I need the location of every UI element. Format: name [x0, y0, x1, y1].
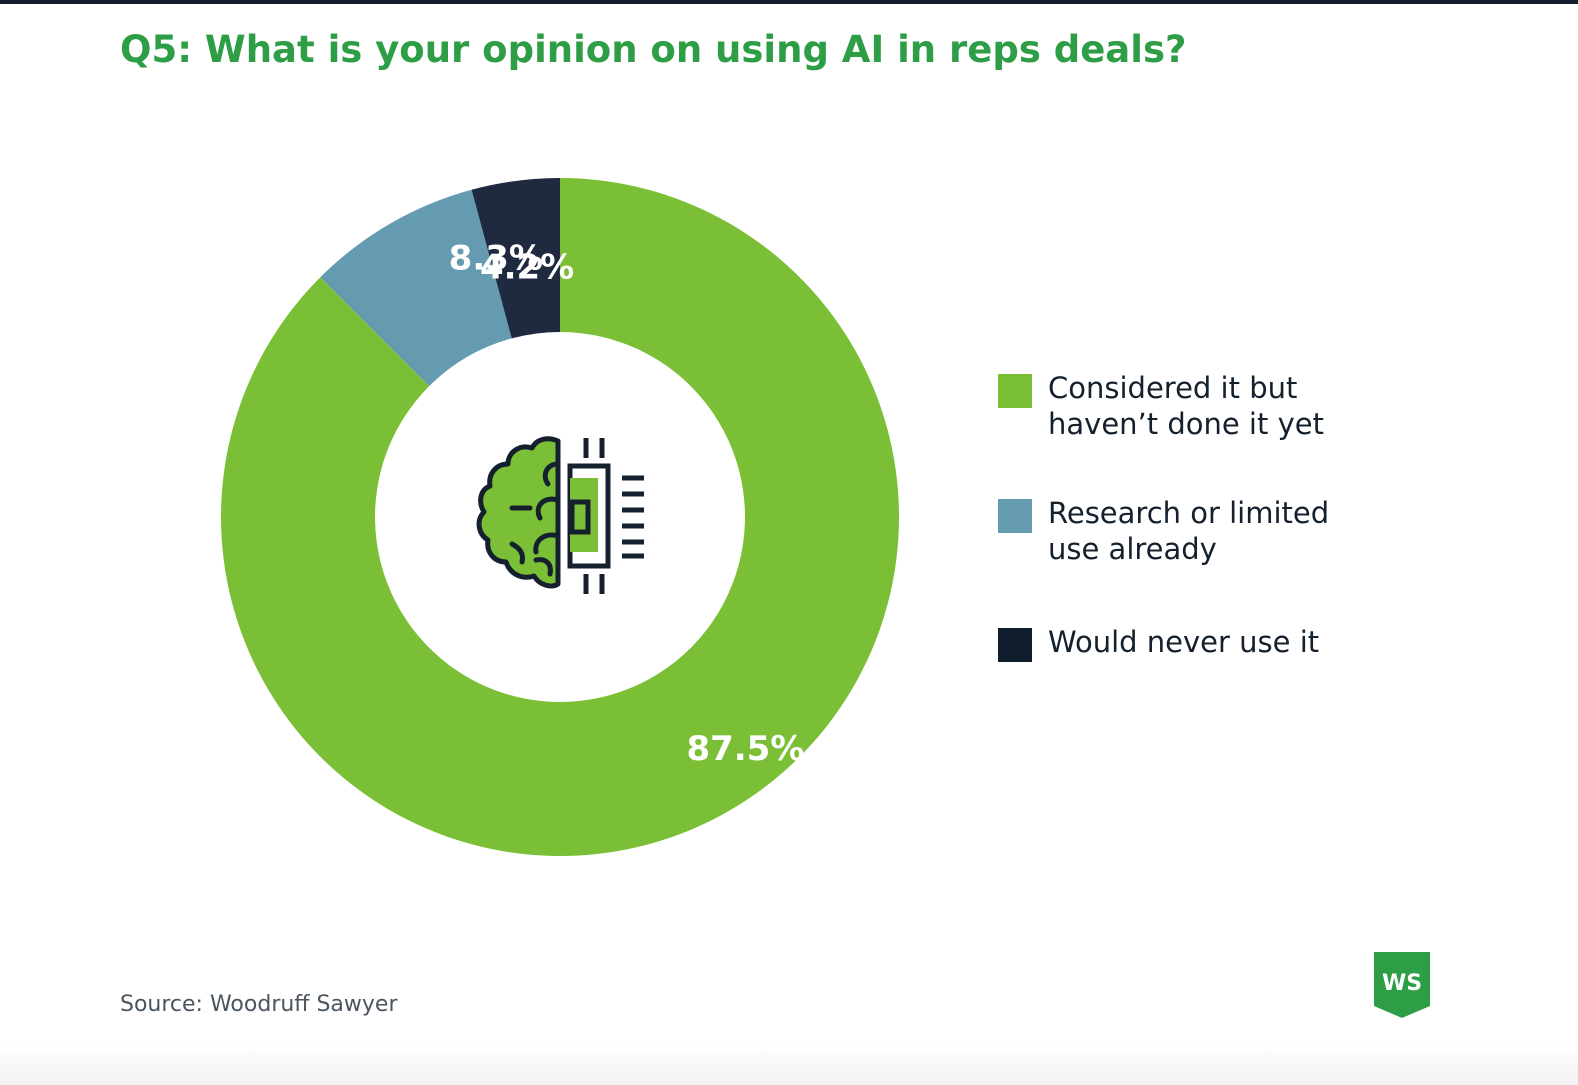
brain-chip-icon — [476, 436, 644, 594]
legend-item-research: Research or limited use already — [998, 495, 1418, 567]
legend-label-line: Would never use it — [1048, 625, 1320, 659]
legend-item-never: Would never use it — [998, 624, 1418, 662]
legend-label-line: Considered it but — [1048, 371, 1298, 405]
bottom-fade — [0, 1045, 1578, 1085]
ws-logo-text: WS — [1382, 971, 1422, 996]
source-note: Source: Woodruff Sawyer — [120, 992, 398, 1017]
legend-item-considered: Considered it but haven’t done it yet — [998, 370, 1418, 442]
legend-label: Considered it but haven’t done it yet — [1048, 370, 1378, 442]
legend-swatch — [998, 628, 1032, 662]
legend-swatch — [998, 499, 1032, 533]
slice-considered — [220, 178, 899, 856]
legend-label: Would never use it — [1048, 624, 1378, 660]
slice-value-label: 8.3% — [449, 238, 543, 278]
slice-never — [471, 178, 560, 339]
slice-value-label: 87.5% — [686, 729, 804, 769]
legend-label: Research or limited use already — [1048, 495, 1378, 567]
top-rule — [0, 0, 1578, 4]
donut-slices — [220, 178, 899, 856]
slice-labels: 87.5% 8.3%4.2% — [449, 238, 805, 768]
legend-label-line: Research or limited — [1048, 496, 1330, 530]
slice-value-label: 4.2% — [480, 248, 574, 288]
slice-research — [320, 189, 512, 387]
chart-title: Q5: What is your opinion on using AI in … — [120, 28, 1187, 71]
legend-swatch — [998, 374, 1032, 408]
ws-logo: WS — [1374, 952, 1430, 1018]
legend-label-line: use already — [1048, 532, 1217, 566]
legend-label-line: haven’t done it yet — [1048, 407, 1324, 441]
